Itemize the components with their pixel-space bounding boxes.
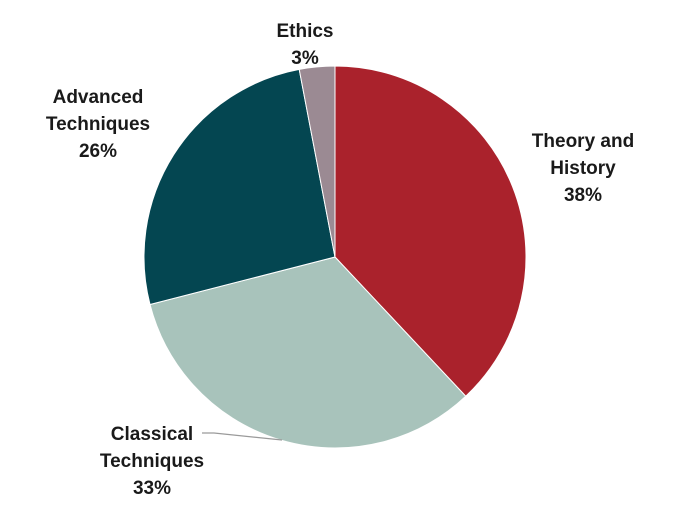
slice-label: Classical Techniques 33% bbox=[100, 424, 204, 499]
slice-percent: 3% bbox=[291, 48, 319, 69]
pie-slices bbox=[143, 65, 527, 449]
slice-label-line: Advanced bbox=[53, 87, 144, 108]
slice-label-line: Classical bbox=[111, 424, 193, 445]
slice-label-line: Ethics bbox=[276, 21, 333, 42]
leader-lines bbox=[202, 432, 283, 441]
leader-line bbox=[202, 432, 283, 441]
slice-label-line: Theory and bbox=[532, 131, 634, 152]
slice-label-line: Techniques bbox=[100, 451, 204, 472]
slice-percent: 38% bbox=[564, 185, 602, 206]
slice-label-line: History bbox=[550, 158, 616, 179]
slice-label: Theory and History 38% bbox=[532, 131, 634, 206]
slice-percent: 26% bbox=[79, 141, 117, 162]
slice-label-line: Techniques bbox=[46, 114, 150, 135]
slice-label: Advanced Techniques 26% bbox=[46, 87, 150, 162]
slice-label: Ethics 3% bbox=[276, 21, 333, 69]
pie-slice bbox=[143, 68, 336, 306]
pie-slice bbox=[298, 65, 336, 258]
slice-percent: 33% bbox=[133, 478, 171, 499]
slice-labels: Theory and History 38% Classical Techniques 3… bbox=[46, 21, 634, 499]
pie-slice bbox=[334, 65, 527, 397]
